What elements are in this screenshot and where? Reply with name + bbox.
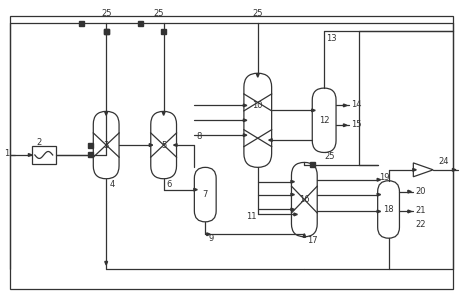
Polygon shape [161,29,166,34]
Text: 2: 2 [37,138,42,147]
Polygon shape [413,163,433,177]
Text: 18: 18 [383,205,394,214]
Polygon shape [79,21,84,26]
Polygon shape [104,29,109,34]
Polygon shape [243,134,247,137]
Text: 20: 20 [415,187,426,196]
Polygon shape [343,124,347,127]
Polygon shape [312,109,315,112]
Polygon shape [452,168,456,171]
Polygon shape [149,144,153,146]
Polygon shape [162,112,165,115]
Text: 24: 24 [438,157,449,166]
Polygon shape [303,234,306,237]
Text: 4: 4 [109,180,114,189]
Polygon shape [310,162,315,167]
Text: 3: 3 [103,141,109,150]
Polygon shape [104,29,109,34]
Text: 5: 5 [161,141,166,150]
Text: 25: 25 [101,9,111,18]
Polygon shape [294,213,297,216]
Polygon shape [243,104,247,107]
Text: 9: 9 [208,234,213,243]
Text: 6: 6 [167,180,172,189]
Text: 25: 25 [324,152,335,161]
Polygon shape [408,190,411,193]
Polygon shape [377,210,381,213]
Text: 17: 17 [307,236,318,245]
Polygon shape [343,104,347,107]
Polygon shape [291,180,295,183]
Text: 14: 14 [351,100,362,109]
Polygon shape [105,261,108,265]
Text: 1: 1 [4,149,9,158]
Polygon shape [269,139,272,142]
Text: 10: 10 [253,101,263,110]
Text: 25: 25 [153,9,164,18]
Polygon shape [291,193,295,196]
Text: 22: 22 [415,220,426,229]
Polygon shape [413,168,416,171]
Polygon shape [291,208,295,211]
Polygon shape [28,154,32,156]
Polygon shape [105,112,108,115]
Text: 16: 16 [299,195,309,204]
Text: 12: 12 [319,116,329,125]
Polygon shape [138,21,144,26]
Polygon shape [377,193,381,196]
Polygon shape [256,74,259,77]
Polygon shape [88,152,93,158]
Text: 13: 13 [326,34,337,43]
Text: 21: 21 [415,206,426,215]
Polygon shape [173,144,177,146]
Bar [32,146,55,164]
Text: 19: 19 [379,173,389,182]
Polygon shape [243,119,247,122]
Text: 15: 15 [351,120,362,129]
Polygon shape [194,188,197,191]
Polygon shape [207,233,210,236]
Text: 8: 8 [196,132,202,141]
Polygon shape [408,210,411,213]
Text: 25: 25 [253,9,263,18]
Text: 7: 7 [203,190,208,199]
Polygon shape [377,178,381,181]
Polygon shape [88,143,93,148]
Text: 11: 11 [246,212,256,221]
